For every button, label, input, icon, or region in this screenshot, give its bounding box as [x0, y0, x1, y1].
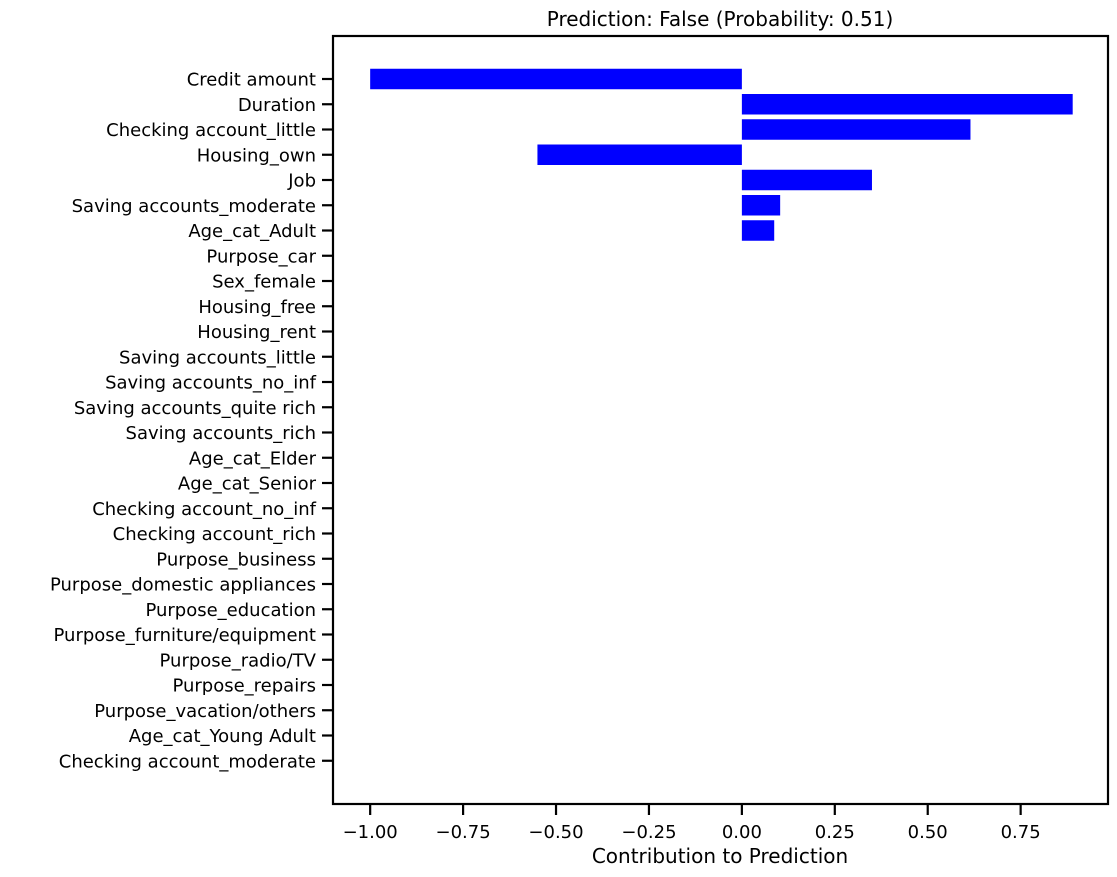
bar-0 [370, 68, 742, 90]
bar-2 [741, 119, 971, 140]
y-tick-label: Purpose_vacation/others [94, 701, 316, 722]
y-tick-label: Housing_free [198, 297, 316, 318]
y-tick-label: Purpose_domestic appliances [50, 575, 316, 596]
y-tick-label: Checking account_rich [113, 524, 316, 545]
x-axis-ticks: −1.00 −0.75 −0.50 −0.25 0.00 0.25 0.50 0.75 [343, 804, 1041, 843]
y-tick-label: Age_cat_Adult [188, 221, 316, 242]
bar-5 [741, 195, 781, 216]
x-tick-label: 0.50 [908, 822, 948, 843]
plot-frame [331, 34, 1110, 806]
x-tick-label: −0.75 [436, 822, 491, 843]
y-tick-label: Saving accounts_rich [126, 423, 316, 444]
y-tick-label: Purpose_furniture/equipment [54, 625, 317, 646]
y-tick-label: Housing_rent [197, 322, 316, 343]
y-tick-label: Age_cat_Young Adult [129, 726, 316, 747]
y-tick-label: Checking account_no_inf [92, 499, 316, 520]
bar-6 [741, 220, 775, 241]
x-axis-label: Contribution to Prediction [592, 844, 848, 868]
y-tick-label: Age_cat_Elder [189, 448, 317, 469]
bar-4 [741, 169, 872, 191]
y-tick-label: Purpose_radio/TV [160, 650, 317, 671]
y-tick-label: Purpose_education [145, 600, 316, 621]
y-tick-label: Saving accounts_moderate [72, 196, 316, 217]
chart-title: Prediction: False (Probability: 0.51) [547, 7, 894, 31]
y-tick-label: Credit amount [187, 70, 316, 91]
y-tick-label: Saving accounts_no_inf [105, 373, 317, 394]
y-tick-label: Checking account_moderate [59, 751, 316, 772]
y-tick-label: Purpose_car [206, 246, 316, 267]
x-tick-label: 0.00 [722, 822, 762, 843]
y-tick-label: Saving accounts_little [119, 347, 316, 368]
x-tick-label: 0.25 [815, 822, 855, 843]
bars-layer [370, 68, 1073, 241]
y-tick-label: Purpose_repairs [172, 676, 316, 697]
y-tick-label: Purpose_business [156, 549, 316, 570]
y-tick-label: Duration [238, 95, 316, 116]
y-axis-ticks: Credit amount Duration Checking account_li… [50, 70, 333, 772]
y-tick-label: Housing_own [197, 145, 316, 166]
y-tick-label: Age_cat_Senior [178, 474, 317, 495]
x-tick-label: −0.50 [528, 822, 583, 843]
x-tick-label: −1.00 [343, 822, 398, 843]
x-tick-label: 0.75 [1001, 822, 1041, 843]
x-tick-label: −0.25 [621, 822, 676, 843]
y-tick-label: Job [287, 171, 316, 192]
bar-3 [537, 144, 742, 165]
bar-1 [741, 94, 1073, 115]
y-tick-label: Saving accounts_quite rich [74, 398, 316, 419]
y-tick-label: Sex_female [212, 272, 316, 293]
y-tick-label: Checking account_little [106, 120, 316, 141]
